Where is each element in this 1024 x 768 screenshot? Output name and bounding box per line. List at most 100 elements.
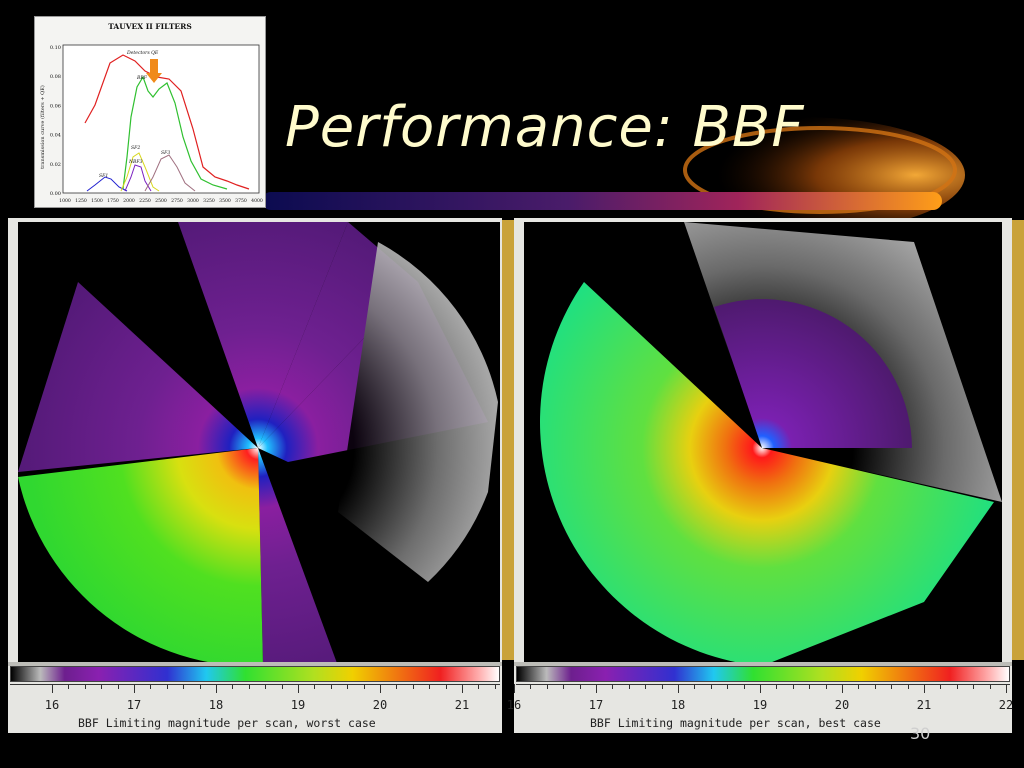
- scale-ruler: [10, 684, 500, 685]
- scale-tick: [232, 684, 234, 689]
- scale-tick-label: 16: [44, 698, 60, 712]
- thumbnail-x-tick: 2500: [155, 198, 167, 204]
- scale-tick: [760, 684, 761, 693]
- scale-tick: [363, 684, 365, 689]
- scale-tick: [661, 684, 663, 689]
- right-panel-frame-edge: [1012, 220, 1024, 660]
- scale-tick-label: 20: [834, 698, 850, 712]
- scale-tick: [973, 684, 975, 689]
- label-bbf: BBF: [136, 75, 148, 81]
- thumbnail-x-tick: 1750: [107, 198, 119, 204]
- scale-tick: [462, 684, 463, 693]
- scale-tick: [727, 684, 729, 689]
- scale-tick: [347, 684, 349, 689]
- scale-tick: [956, 684, 958, 689]
- thumbnail-x-tick: 2000: [123, 198, 135, 204]
- scale-tick: [134, 684, 135, 693]
- thumbnail-y-tick: 0.10: [50, 45, 61, 51]
- scale-tick: [298, 684, 299, 693]
- thumbnail-x-tick: 1250: [75, 198, 87, 204]
- right-magnitude-scale: 16 17 18 19 20 21 22: [507, 684, 1014, 712]
- scale-tick-label: 21: [454, 698, 470, 712]
- scale-tick: [743, 684, 745, 689]
- scale-tick: [166, 684, 168, 689]
- scale-tick: [842, 684, 843, 693]
- scale-tick: [776, 684, 778, 689]
- scale-tick-label: 22: [998, 698, 1014, 712]
- scale-tick: [678, 684, 679, 693]
- thumbnail-x-tick: 2250: [139, 198, 151, 204]
- scale-tick: [445, 684, 447, 689]
- scale-tick: [380, 684, 381, 693]
- thumbnail-x-tick: 4000: [251, 198, 263, 204]
- thumbnail-y-tick: 0.00: [50, 191, 61, 197]
- thumbnail-x-tick: 3500: [219, 198, 231, 204]
- right-colorbar: [516, 666, 1010, 682]
- scale-tick: [989, 684, 991, 689]
- scale-tick: [530, 684, 532, 689]
- scale-tick: [84, 684, 86, 689]
- bbf-curve: [122, 75, 228, 190]
- scale-tick: [216, 684, 217, 693]
- scale-tick: [314, 684, 316, 689]
- scale-tick: [694, 684, 696, 689]
- label-detector-qe: Detectors QE: [126, 50, 159, 56]
- scale-tick: [858, 684, 860, 689]
- scale-tick-label: 19: [752, 698, 768, 712]
- scale-tick: [514, 684, 515, 693]
- sf2-curve: [120, 152, 160, 192]
- scale-tick: [429, 684, 431, 689]
- thumbnail-y-tick: 0.02: [50, 162, 61, 168]
- right-caption: BBF Limiting magnitude per scan, best ca…: [590, 716, 881, 730]
- scale-tick: [792, 684, 794, 689]
- scale-tick: [874, 684, 876, 689]
- detector-qe-curve: [84, 54, 250, 190]
- scale-tick: [628, 684, 630, 689]
- scale-tick: [101, 684, 103, 689]
- thumbnail-y-tick: 0.08: [50, 74, 61, 80]
- down-arrow-icon: [146, 59, 162, 83]
- left-panel: 16 17 18 19 20 21 BBF Limiting magnitude per …: [8, 218, 502, 733]
- scale-tick: [265, 684, 267, 689]
- scale-tick-label: 17: [126, 698, 142, 712]
- scale-tick: [248, 684, 250, 689]
- scale-tick: [183, 684, 185, 689]
- right-panel: 16 17 18 19 20 21 22 BBF Limiting magnitude pe…: [507, 218, 1014, 733]
- scale-tick: [52, 684, 53, 693]
- scale-tick: [150, 684, 152, 689]
- scale-tick: [412, 684, 414, 689]
- header-swoosh: [262, 117, 965, 230]
- scale-tick: [891, 684, 893, 689]
- scale-tick: [199, 684, 201, 689]
- scale-tick-label: 20: [372, 698, 388, 712]
- scale-tick: [579, 684, 581, 689]
- scale-tick: [710, 684, 712, 689]
- scale-tick-label: 21: [916, 698, 932, 712]
- left-caption: BBF Limiting magnitude per scan, worst c…: [78, 716, 376, 730]
- thumbnail-x-tick: 1000: [59, 198, 71, 204]
- scale-tick-label: 19: [290, 698, 306, 712]
- label-sf3: SF3: [161, 150, 170, 156]
- scale-tick: [546, 684, 548, 689]
- thumbnail-plot-frame: [62, 44, 260, 194]
- thumbnail-x-tick: 3000: [187, 198, 199, 204]
- scale-tick: [924, 684, 925, 693]
- label-nbf3: NBF3: [128, 159, 143, 165]
- thumbnail-x-tick: 3750: [235, 198, 247, 204]
- scale-tick: [330, 684, 332, 689]
- scale-tick-label: 18: [670, 698, 686, 712]
- thumbnail-x-tick: 2750: [171, 198, 183, 204]
- left-colorbar: [10, 666, 500, 682]
- thumbnail-title: TAUVEX II FILTERS: [108, 22, 192, 31]
- left-magnitude-scale: 16 17 18 19 20 21: [8, 684, 502, 712]
- label-sf2: SF2: [131, 145, 140, 151]
- nbf3-curve: [124, 164, 152, 192]
- right-panel-frame: [502, 220, 514, 660]
- thumbnail-ylabel: transmission curve (filters + QE): [39, 85, 46, 169]
- scale-ruler: [516, 684, 1010, 685]
- scale-tick: [825, 684, 827, 689]
- scale-tick-label: 17: [588, 698, 604, 712]
- thumbnail-y-tick: 0.06: [50, 103, 61, 109]
- scale-tick: [809, 684, 811, 689]
- sf1-curve: [86, 176, 128, 192]
